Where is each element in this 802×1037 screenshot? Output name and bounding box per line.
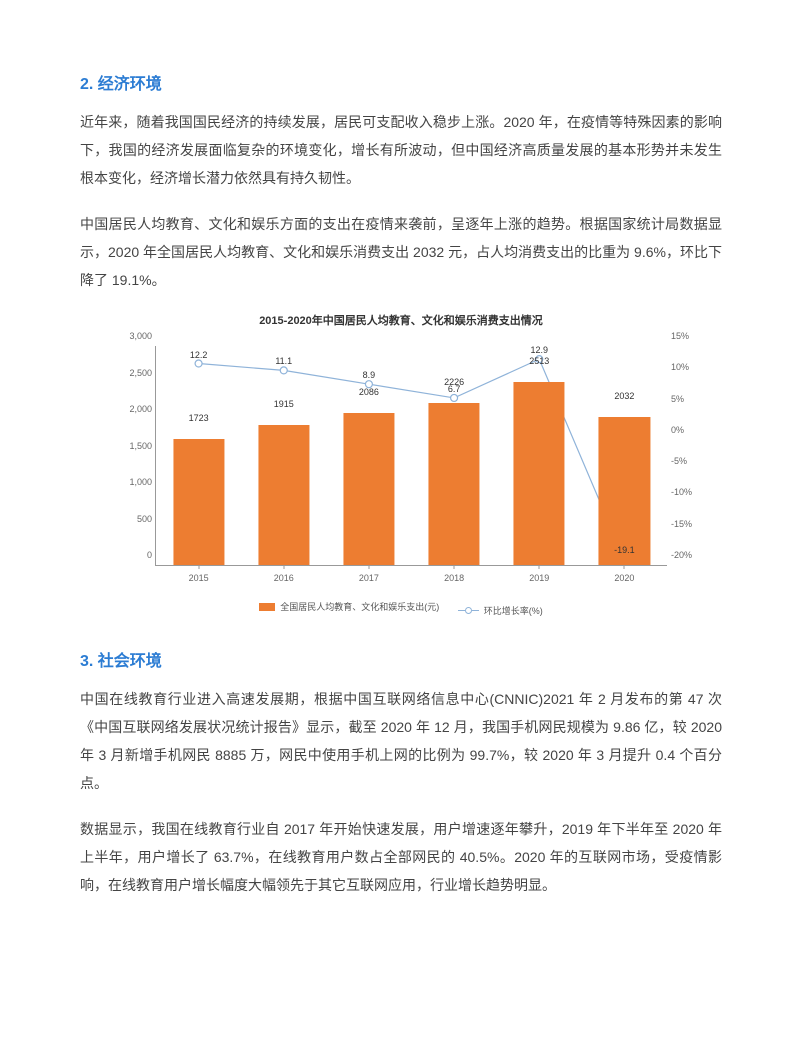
section3-para1: 中国在线教育行业进入高速发展期，根据中国互联网络信息中心(CNNIC)2021 … [80, 685, 722, 797]
section2-para2: 中国居民人均教育、文化和娱乐方面的支出在疫情来袭前，呈逐年上涨的趋势。根据国家统… [80, 210, 722, 294]
chart-bar [258, 425, 309, 565]
section-economic: 2. 经济环境 近年来，随着我国国民经济的持续发展，居民可支配收入稳步上涨。20… [80, 70, 722, 294]
chart-bar [514, 382, 565, 565]
legend-line-icon [458, 607, 479, 614]
chart-bar [429, 403, 480, 565]
bar-value-label: 2513 [529, 356, 549, 369]
line-value-label: 11.1 [275, 356, 292, 366]
line-value-label: 8.9 [363, 370, 376, 380]
x-tick: 2016 [274, 573, 294, 583]
y-right-tick: -10% [671, 487, 701, 497]
section-social: 3. 社会环境 中国在线教育行业进入高速发展期，根据中国互联网络信息中心(CNN… [80, 647, 722, 899]
section3-heading: 3. 社会环境 [80, 647, 722, 671]
line-value-label: 6.7 [448, 384, 461, 394]
legend-line: 环比增长率(%) [458, 604, 543, 617]
x-tick: 2015 [189, 573, 209, 583]
bar-value-label: 2032 [614, 391, 634, 404]
y-right-tick: -15% [671, 519, 701, 529]
chart-bar [599, 417, 650, 565]
line-value-label: -19.1 [614, 545, 635, 555]
legend-bar-swatch [259, 603, 275, 611]
legend-bar-label: 全国居民人均教育、文化和娱乐支出(元) [280, 600, 439, 613]
line-value-label: 12.9 [530, 345, 548, 355]
y-right-tick: 10% [671, 362, 701, 372]
chart-title: 2015-2020年中国居民人均教育、文化和娱乐消费支出情况 [80, 312, 722, 328]
spending-chart: 2015-2020年中国居民人均教育、文化和娱乐消费支出情况 05001,000… [80, 312, 722, 617]
y-left-tick: 0 [118, 550, 152, 560]
y-left-tick: 3,000 [118, 331, 152, 341]
y-right-tick: 5% [671, 394, 701, 404]
chart-legend: 全国居民人均教育、文化和娱乐支出(元) 环比增长率(%) [80, 600, 722, 617]
y-left-tick: 500 [118, 514, 152, 524]
section2-para1: 近年来，随着我国国民经济的持续发展，居民可支配收入稳步上涨。2020 年，在疫情… [80, 108, 722, 192]
bar-value-label: 1723 [189, 413, 209, 426]
chart-bar [343, 413, 394, 565]
y-right-tick: -20% [671, 550, 701, 560]
x-tick: 2018 [444, 573, 464, 583]
legend-bar: 全国居民人均教育、文化和娱乐支出(元) [259, 600, 439, 613]
chart-line-svg [156, 346, 667, 565]
x-tick: 2020 [614, 573, 634, 583]
x-tick: 2019 [529, 573, 549, 583]
y-right-tick: 15% [671, 331, 701, 341]
y-left-tick: 2,000 [118, 404, 152, 414]
bar-value-label: 1915 [274, 399, 294, 412]
section2-heading: 2. 经济环境 [80, 70, 722, 94]
y-left-tick: 2,500 [118, 368, 152, 378]
x-tick: 2017 [359, 573, 379, 583]
y-left-tick: 1,000 [118, 477, 152, 487]
chart-bar [173, 439, 224, 565]
chart-plot: 05001,0001,5002,0002,5003,000-20%-15%-10… [155, 346, 667, 566]
chart-area: 05001,0001,5002,0002,5003,000-20%-15%-10… [120, 336, 702, 596]
y-left-tick: 1,500 [118, 441, 152, 451]
section3-para2: 数据显示，我国在线教育行业自 2017 年开始快速发展，用户增速逐年攀升，201… [80, 815, 722, 899]
bar-value-label: 2086 [359, 387, 379, 400]
y-right-tick: -5% [671, 456, 701, 466]
y-right-tick: 0% [671, 425, 701, 435]
legend-line-label: 环比增长率(%) [484, 604, 543, 617]
line-value-label: 12.2 [190, 350, 208, 360]
